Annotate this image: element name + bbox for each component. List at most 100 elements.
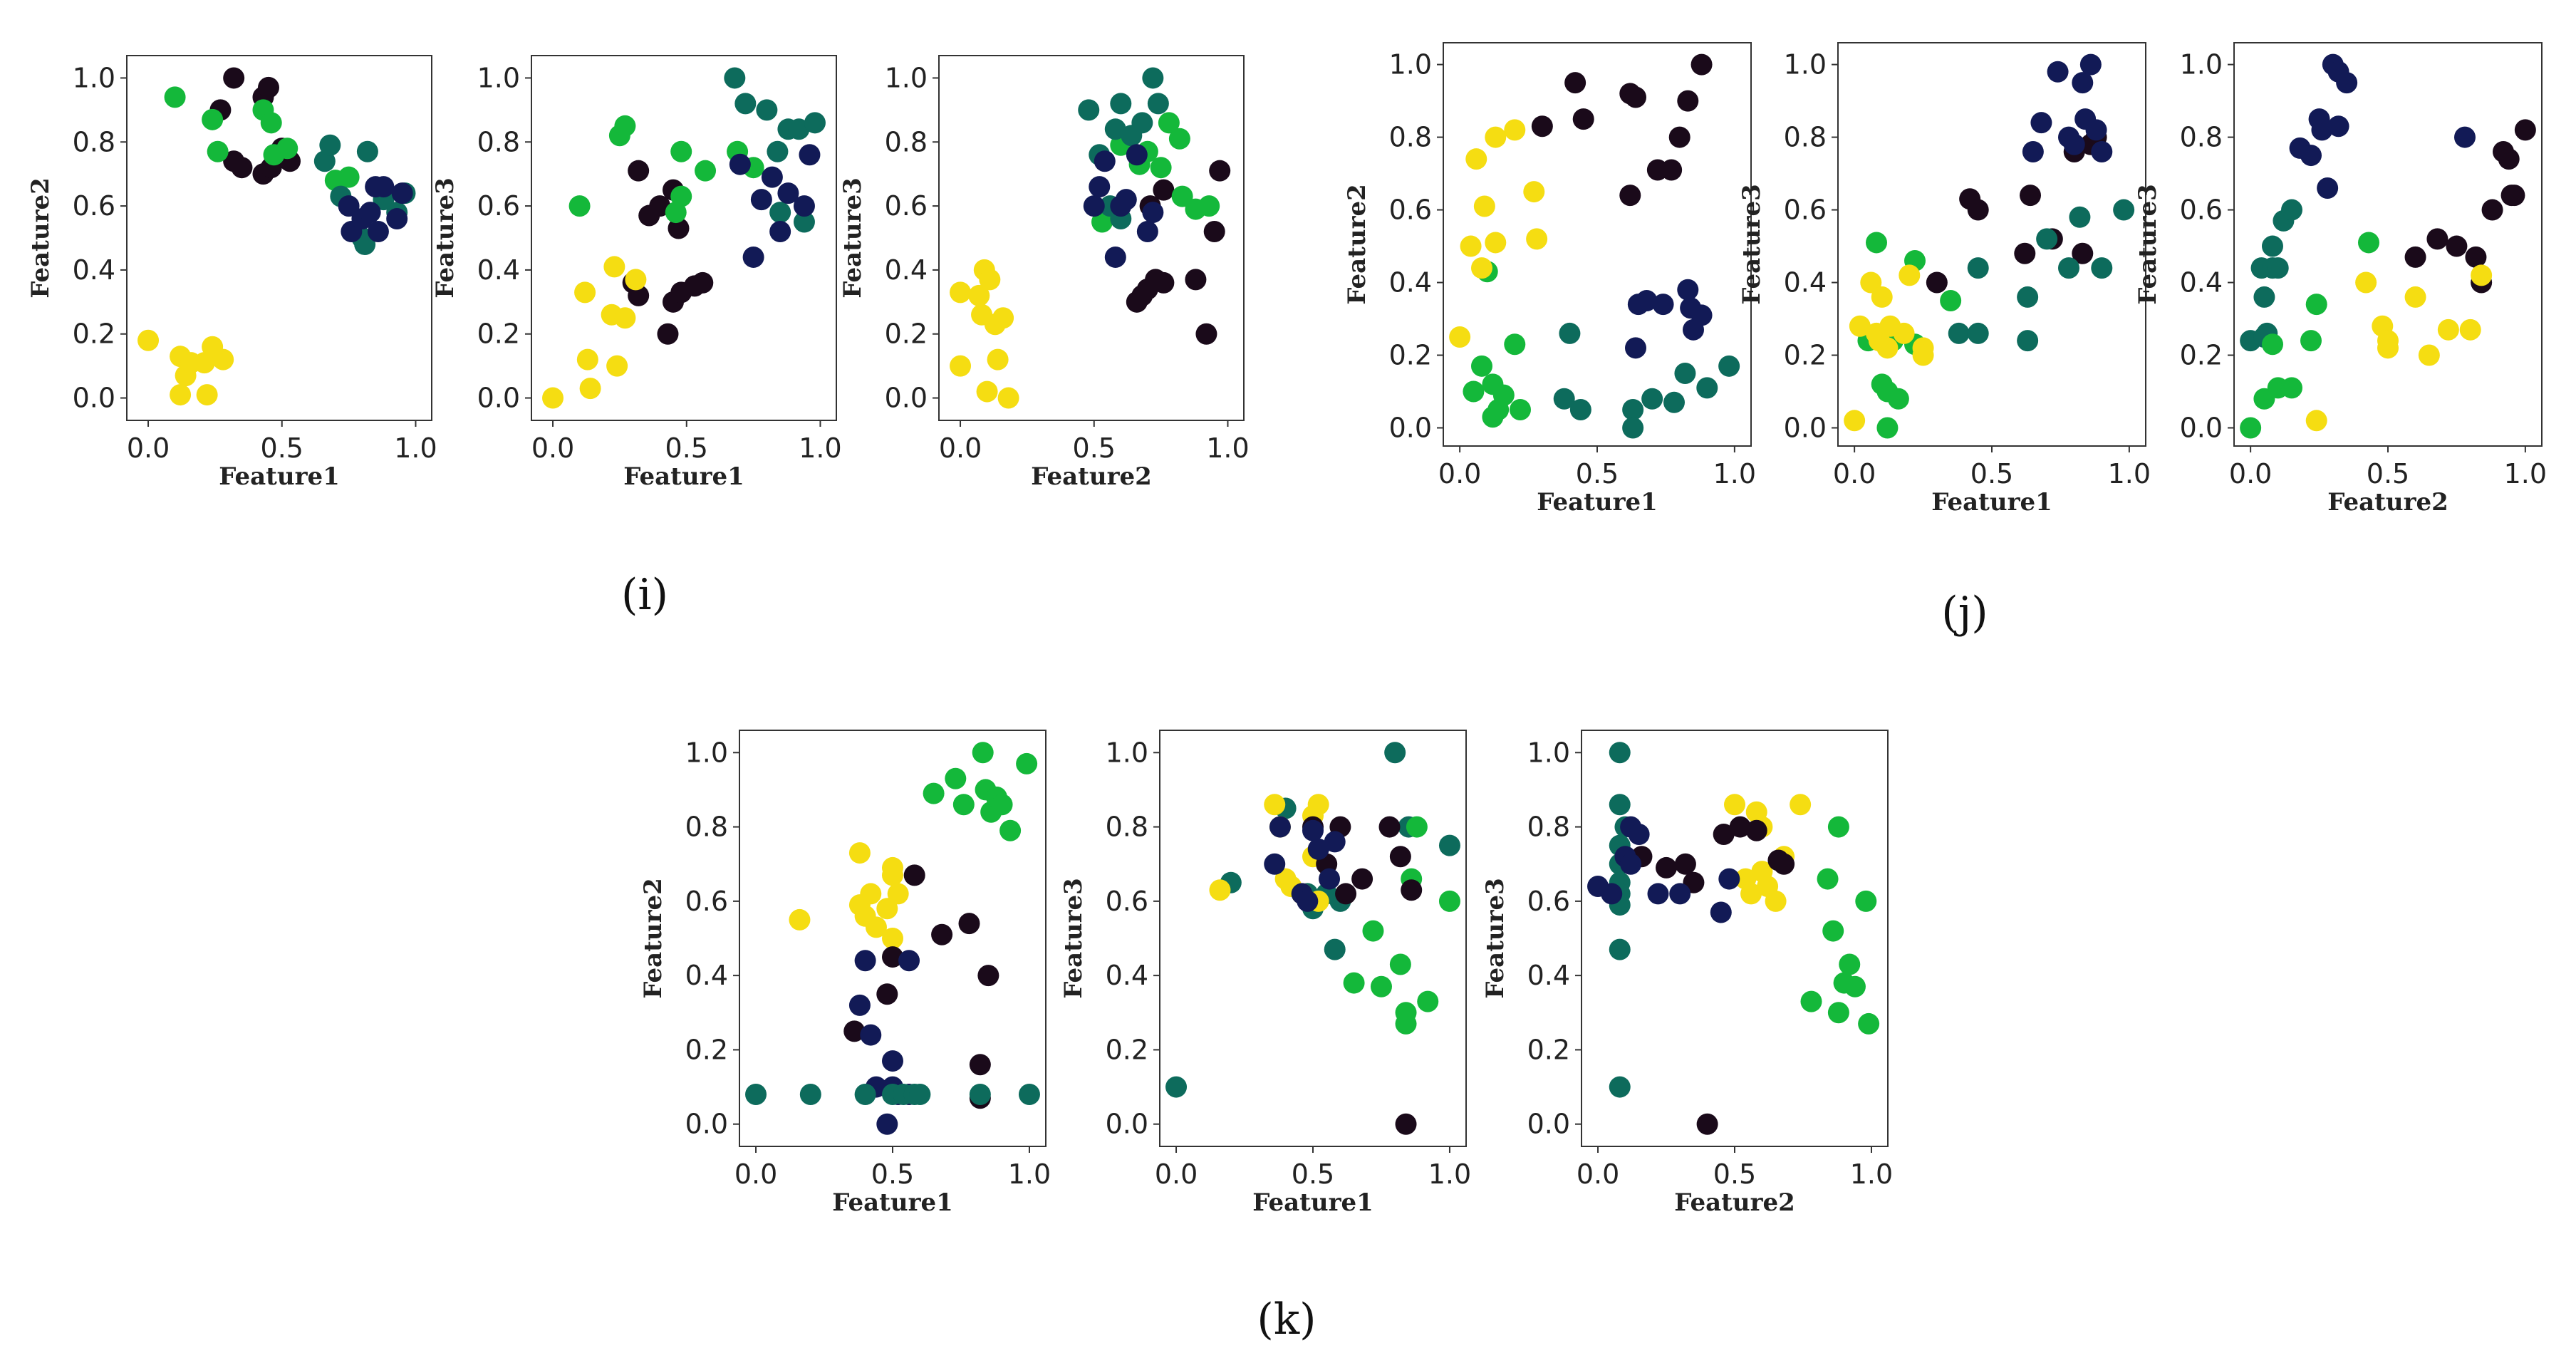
x-tick-label: 0.5 bbox=[1713, 1159, 1756, 1190]
data-point-black bbox=[1967, 199, 1989, 221]
data-point-green bbox=[1817, 868, 1839, 890]
data-point-teal bbox=[1674, 363, 1696, 385]
data-point-black bbox=[958, 913, 980, 935]
y-tick-label: 0.8 bbox=[1784, 122, 1827, 153]
data-point-green bbox=[945, 767, 967, 789]
data-point-yellow bbox=[1471, 257, 1492, 279]
y-tick-label: 0.6 bbox=[685, 886, 728, 917]
y-tick-label: 0.4 bbox=[885, 254, 928, 286]
data-point-teal bbox=[354, 233, 376, 255]
data-point-black bbox=[2481, 199, 2503, 221]
data-point-navy bbox=[750, 189, 772, 211]
data-point-green bbox=[1406, 816, 1428, 838]
data-point-yellow bbox=[614, 307, 636, 329]
data-point-black bbox=[843, 1020, 866, 1042]
y-axis-label: Feature2 bbox=[1343, 184, 1371, 305]
data-point-black bbox=[1661, 159, 1683, 181]
data-point-black bbox=[1696, 1113, 1718, 1135]
data-point-yellow bbox=[576, 348, 598, 370]
x-tick-label: 0.0 bbox=[1155, 1159, 1198, 1190]
data-point-navy bbox=[1620, 853, 1642, 875]
x-tick-label: 0.0 bbox=[1833, 458, 1876, 489]
data-point-black bbox=[1378, 816, 1401, 838]
data-point-yellow bbox=[848, 842, 871, 864]
x-axis-label: Feature1 bbox=[1252, 1188, 1373, 1217]
data-point-teal bbox=[1948, 322, 1970, 344]
y-tick-label: 0.8 bbox=[885, 126, 928, 157]
data-point-teal bbox=[1622, 399, 1644, 421]
data-point-teal bbox=[2113, 199, 2135, 221]
y-axis-label: Feature3 bbox=[1059, 878, 1088, 999]
data-point-teal bbox=[356, 140, 378, 162]
data-point-yellow bbox=[854, 905, 876, 927]
data-point-teal bbox=[1147, 93, 1169, 115]
plot-frame bbox=[1159, 730, 1467, 1147]
y-tick-label: 0.2 bbox=[1527, 1034, 1570, 1065]
data-point-teal bbox=[2267, 257, 2289, 279]
data-point-yellow bbox=[196, 384, 218, 406]
scatter-panel-j-2: 0.0 0.2 0.4 0.6 0.8 1.0 0.0 0.5 1.0 Feature1 Featu… bbox=[1738, 42, 2151, 517]
x-tick-label: 1.0 bbox=[1713, 458, 1756, 489]
data-point-yellow bbox=[542, 387, 564, 409]
data-point-yellow bbox=[1860, 271, 1882, 294]
data-point-black bbox=[1572, 108, 1594, 130]
data-point-navy bbox=[2091, 140, 2113, 162]
scatter-matrix: 0.0 0.2 0.4 0.6 0.8 1.0 0.0 0.5 1.0 Feature1 Featu… bbox=[26, 42, 2547, 1217]
y-tick-label: 0.4 bbox=[685, 960, 728, 991]
data-point-yellow bbox=[1790, 794, 1812, 816]
data-point-yellow bbox=[968, 284, 990, 306]
x-tick-label: 0.0 bbox=[939, 432, 982, 464]
data-point-yellow bbox=[2355, 271, 2377, 294]
data-point-yellow bbox=[1460, 235, 1482, 257]
data-point-green bbox=[1827, 1002, 1849, 1024]
data-point-black bbox=[1745, 819, 1767, 841]
data-point-green bbox=[1827, 816, 1849, 838]
data-point-green bbox=[695, 160, 717, 182]
data-point-teal bbox=[745, 1084, 767, 1105]
data-point-yellow bbox=[1485, 126, 1507, 148]
data-point-navy bbox=[359, 202, 381, 224]
data-point-teal bbox=[767, 140, 789, 162]
data-point-teal bbox=[1609, 938, 1631, 960]
data-point-black bbox=[931, 923, 953, 945]
data-point-black bbox=[223, 67, 245, 89]
data-point-black bbox=[1926, 271, 1948, 294]
data-point-teal bbox=[1718, 355, 1740, 377]
y-axis-label: Feature3 bbox=[431, 177, 459, 299]
data-point-black bbox=[977, 965, 999, 987]
y-axis-label: Feature2 bbox=[26, 177, 55, 299]
y-tick-label: 0.4 bbox=[1389, 267, 1432, 299]
data-point-green bbox=[1940, 290, 1962, 312]
data-point-green bbox=[1395, 1012, 1417, 1035]
data-point-green bbox=[2305, 294, 2327, 316]
data-point-yellow bbox=[976, 380, 998, 403]
data-point-teal bbox=[1609, 794, 1631, 816]
data-point-navy bbox=[1142, 202, 1164, 224]
data-point-yellow bbox=[1526, 228, 1548, 250]
data-point-green bbox=[1016, 752, 1038, 774]
y-axis-label: Feature3 bbox=[1738, 184, 1766, 305]
data-point-navy bbox=[1625, 337, 1646, 359]
data-point-navy bbox=[777, 182, 799, 204]
data-point-yellow bbox=[625, 269, 647, 291]
data-point-green bbox=[568, 195, 591, 217]
data-point-green bbox=[999, 819, 1022, 841]
data-point-navy bbox=[1628, 824, 1650, 845]
data-point-navy bbox=[742, 246, 764, 268]
data-point-yellow bbox=[170, 384, 192, 406]
data-point-black bbox=[2514, 119, 2536, 141]
data-point-black bbox=[2020, 185, 2041, 207]
data-point-yellow bbox=[2471, 264, 2493, 286]
scatter-panel-i-1: 0.0 0.2 0.4 0.6 0.8 1.0 0.0 0.5 1.0 Feature1 Featu… bbox=[26, 55, 437, 491]
data-point-navy bbox=[1710, 901, 1732, 923]
data-point-teal bbox=[1165, 1076, 1188, 1098]
data-point-navy bbox=[338, 195, 360, 217]
data-point-yellow bbox=[882, 928, 903, 949]
data-point-navy bbox=[1094, 150, 1116, 172]
data-point-yellow bbox=[1724, 794, 1745, 816]
data-point-teal bbox=[2091, 257, 2113, 279]
data-point-black bbox=[1674, 853, 1696, 875]
y-tick-label: 0.8 bbox=[685, 812, 728, 843]
data-point-teal bbox=[1622, 417, 1644, 439]
y-axis-label: Feature2 bbox=[639, 878, 668, 999]
